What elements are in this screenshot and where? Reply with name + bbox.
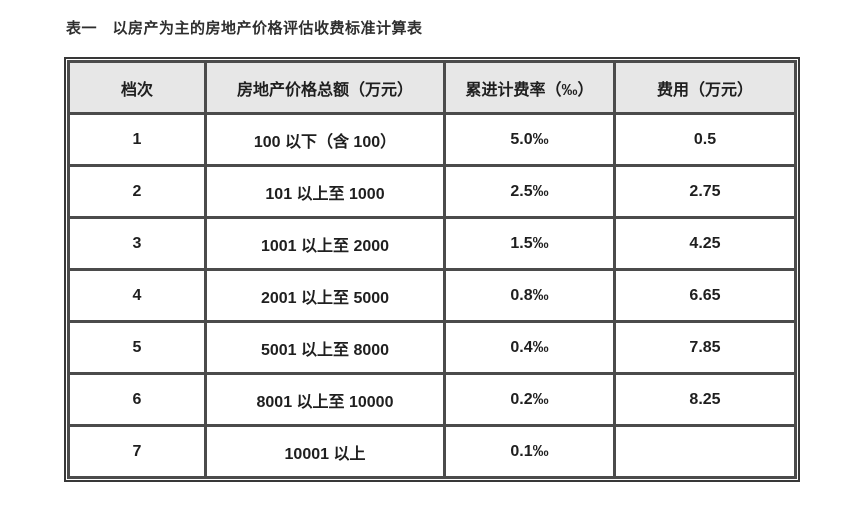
cell-fee: 8.25 — [613, 372, 797, 427]
cell-fee: 6.65 — [613, 268, 797, 323]
cell-grade: 1 — [67, 112, 207, 167]
cell-rate: 5.0‰ — [443, 112, 616, 167]
cell-total-price: 100 以下（含 100） — [204, 112, 446, 167]
table-row: 4 2001 以上至 5000 0.8‰ 6.65 — [67, 268, 797, 323]
cell-total-price: 5001 以上至 8000 — [204, 320, 446, 375]
cell-grade: 4 — [67, 268, 207, 323]
table-row: 5 5001 以上至 8000 0.4‰ 7.85 — [67, 320, 797, 375]
cell-rate: 0.4‰ — [443, 320, 616, 375]
cell-rate: 1.5‰ — [443, 216, 616, 271]
cell-fee: 0.5 — [613, 112, 797, 167]
cell-total-price: 1001 以上至 2000 — [204, 216, 446, 271]
header-cell-rate: 累进计费率（‰） — [443, 60, 616, 115]
table-caption: 表一 以房产为主的房地产价格评估收费标准计算表 — [66, 20, 423, 37]
cell-grade: 2 — [67, 164, 207, 219]
cell-grade: 5 — [67, 320, 207, 375]
cell-rate: 0.1‰ — [443, 424, 616, 479]
header-cell-fee: 费用（万元） — [613, 60, 797, 115]
header-cell-grade: 档次 — [67, 60, 207, 115]
cell-fee: 2.75 — [613, 164, 797, 219]
cell-total-price: 2001 以上至 5000 — [204, 268, 446, 323]
header-row: 档次 房地产价格总额（万元） 累进计费率（‰） 费用（万元） — [67, 60, 797, 115]
cell-rate: 0.8‰ — [443, 268, 616, 323]
table-row: 7 10001 以上 0.1‰ — [67, 424, 797, 479]
table-row: 1 100 以下（含 100） 5.0‰ 0.5 — [67, 112, 797, 167]
table-row: 6 8001 以上至 10000 0.2‰ 8.25 — [67, 372, 797, 427]
cell-rate: 0.2‰ — [443, 372, 616, 427]
cell-total-price: 8001 以上至 10000 — [204, 372, 446, 427]
table-frame: 档次 房地产价格总额（万元） 累进计费率（‰） 费用（万元） 1 100 以下（… — [64, 57, 800, 482]
cell-fee: 4.25 — [613, 216, 797, 271]
cell-rate: 2.5‰ — [443, 164, 616, 219]
header-cell-total-price: 房地产价格总额（万元） — [204, 60, 446, 115]
table-row: 2 101 以上至 1000 2.5‰ 2.75 — [67, 164, 797, 219]
cell-total-price: 10001 以上 — [204, 424, 446, 479]
cell-grade: 6 — [67, 372, 207, 427]
cell-grade: 7 — [67, 424, 207, 479]
cell-fee — [613, 424, 797, 479]
cell-fee: 7.85 — [613, 320, 797, 375]
fee-standard-table: 档次 房地产价格总额（万元） 累进计费率（‰） 费用（万元） 1 100 以下（… — [67, 60, 797, 479]
table-row: 3 1001 以上至 2000 1.5‰ 4.25 — [67, 216, 797, 271]
cell-grade: 3 — [67, 216, 207, 271]
cell-total-price: 101 以上至 1000 — [204, 164, 446, 219]
